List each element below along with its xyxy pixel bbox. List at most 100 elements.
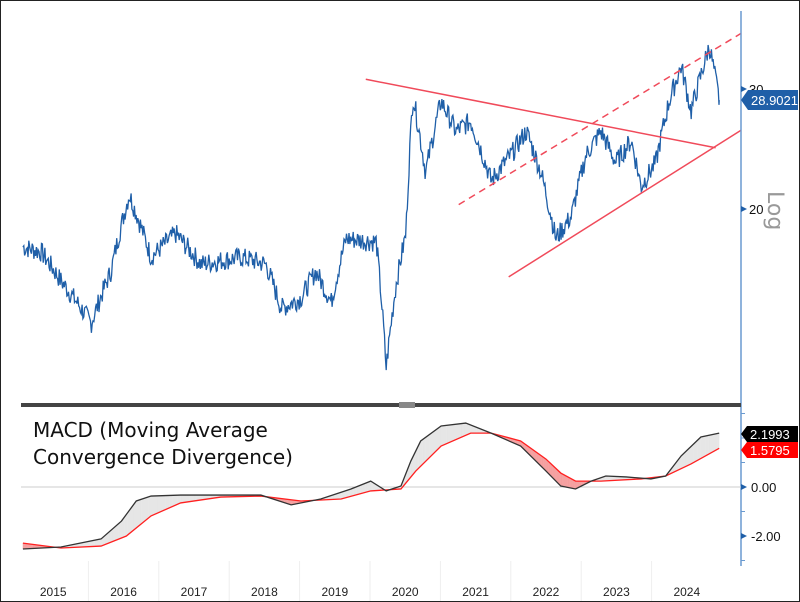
- macd-y-tick-label: -2.00: [751, 529, 781, 544]
- macd-histogram-fill: [463, 422, 466, 437]
- macd-histogram-fill: [436, 427, 439, 451]
- macd-histogram-fill: [357, 485, 360, 495]
- macd-histogram-fill: [470, 424, 473, 434]
- x-tick-label: 2024: [673, 585, 700, 599]
- macd-histogram-fill: [422, 438, 425, 465]
- macd-histogram-fill: [356, 485, 359, 495]
- signal-line: [22, 432, 720, 549]
- macd-histogram-fill: [131, 505, 133, 533]
- macd-histogram-fill: [145, 497, 147, 521]
- macd-histogram-fill: [564, 475, 567, 488]
- macd-histogram-fill: [128, 509, 131, 535]
- macd-histogram-fill: [179, 494, 181, 504]
- macd-histogram-fill: [419, 439, 422, 468]
- macd-histogram-fill: [348, 489, 350, 498]
- macd-histogram-fill: [469, 424, 471, 434]
- macd-histogram-fill: [559, 471, 561, 487]
- macd-histogram-fill: [352, 487, 354, 497]
- macd-histogram-fill: [443, 425, 446, 446]
- price-series-line: [22, 44, 720, 371]
- macd-histogram-fill: [345, 490, 347, 499]
- macd-histogram-fill: [453, 424, 456, 441]
- macd-histogram-fill: [455, 423, 457, 441]
- last-price-value: 28.9021: [751, 93, 798, 108]
- macd-histogram-fill: [125, 512, 128, 537]
- macd-histogram-fill: [191, 494, 194, 502]
- macd-histogram-fill: [712, 433, 715, 453]
- macd-histogram-fill: [94, 539, 97, 547]
- macd-histogram-fill: [183, 494, 185, 503]
- macd-line: [22, 422, 720, 550]
- macd-histogram-fill: [111, 528, 114, 543]
- macd-histogram-fill: [694, 441, 697, 463]
- signal-value-tag: [741, 442, 798, 458]
- macd-histogram-fill: [187, 494, 190, 503]
- macd-histogram-fill: [429, 432, 432, 458]
- macd-histogram-fill: [364, 482, 367, 493]
- macd-histogram-fill: [362, 483, 364, 494]
- macd-histogram-fill: [135, 500, 138, 529]
- macd-histogram-fill: [155, 495, 157, 515]
- macd-histogram-fill: [439, 425, 442, 448]
- trendline: [508, 129, 742, 278]
- macd-title-line1: MACD (Moving Average: [33, 418, 268, 442]
- macd-y-tick-label: 0.00: [751, 480, 776, 495]
- macd-histogram-fill: [181, 494, 184, 503]
- macd-histogram-fill: [714, 433, 716, 452]
- macd-histogram-fill: [169, 495, 171, 509]
- macd-histogram-fill: [688, 446, 691, 466]
- macd-histogram-fill: [456, 423, 459, 440]
- macd-histogram-fill: [188, 494, 191, 502]
- macd-histogram-fill: [569, 477, 571, 489]
- macd-histogram-fill: [685, 449, 688, 467]
- macd-histogram-fill: [424, 437, 426, 464]
- macd-histogram-fill: [705, 435, 708, 456]
- panel-resize-handle[interactable]: [399, 402, 415, 408]
- macd-histogram-fill: [174, 495, 177, 506]
- macd-histogram-fill: [702, 436, 705, 458]
- macd-histogram-fill: [173, 495, 176, 507]
- x-tick-label: 2020: [392, 585, 419, 599]
- macd-histogram-fill: [190, 494, 193, 502]
- macd-histogram-fill: [121, 518, 124, 539]
- macd-histogram-fill: [369, 480, 371, 492]
- macd-histogram-fill: [440, 425, 443, 447]
- macd-histogram-fill: [691, 444, 694, 464]
- macd-histogram-fill: [571, 478, 574, 489]
- macd-histogram-fill: [457, 423, 460, 439]
- macd-histogram-fill: [118, 521, 121, 540]
- macd-histogram-fill: [138, 499, 140, 527]
- x-tick-label: 2018: [251, 585, 278, 599]
- macd-histogram-fill: [360, 484, 363, 494]
- macd-histogram-fill: [426, 434, 429, 461]
- macd-histogram-fill: [715, 433, 718, 451]
- macd-histogram-fill: [153, 495, 156, 515]
- macd-histogram-fill: [442, 425, 445, 446]
- macd-histogram-fill: [450, 424, 453, 442]
- last-price-tag: [741, 90, 798, 111]
- macd-histogram-fill: [150, 495, 153, 517]
- macd-histogram-fill: [367, 481, 370, 492]
- macd-histogram-fill: [162, 495, 164, 512]
- macd-histogram-fill: [350, 488, 353, 497]
- macd-histogram-fill: [438, 426, 440, 450]
- macd-histogram-fill: [136, 500, 139, 528]
- macd-histogram-fill: [460, 423, 463, 438]
- y-tick-label: 20: [749, 202, 763, 217]
- macd-histogram-fill: [148, 496, 150, 519]
- macd-histogram-fill: [176, 495, 178, 506]
- macd-histogram-fill: [194, 494, 197, 502]
- macd-histogram-fill: [117, 523, 119, 540]
- macd-histogram-fill: [93, 540, 95, 547]
- macd-histogram-fill: [139, 499, 142, 526]
- macd-histogram-fill: [690, 445, 692, 465]
- macd-histogram-fill: [119, 520, 122, 539]
- macd-histogram-fill: [172, 495, 174, 507]
- macd-histogram-fill: [687, 448, 690, 466]
- macd-histogram-fill: [570, 478, 573, 489]
- macd-value-tag: [741, 426, 798, 442]
- macd-histogram-fill: [152, 495, 155, 516]
- macd-histogram-fill: [115, 524, 118, 541]
- macd-histogram-fill: [355, 486, 357, 496]
